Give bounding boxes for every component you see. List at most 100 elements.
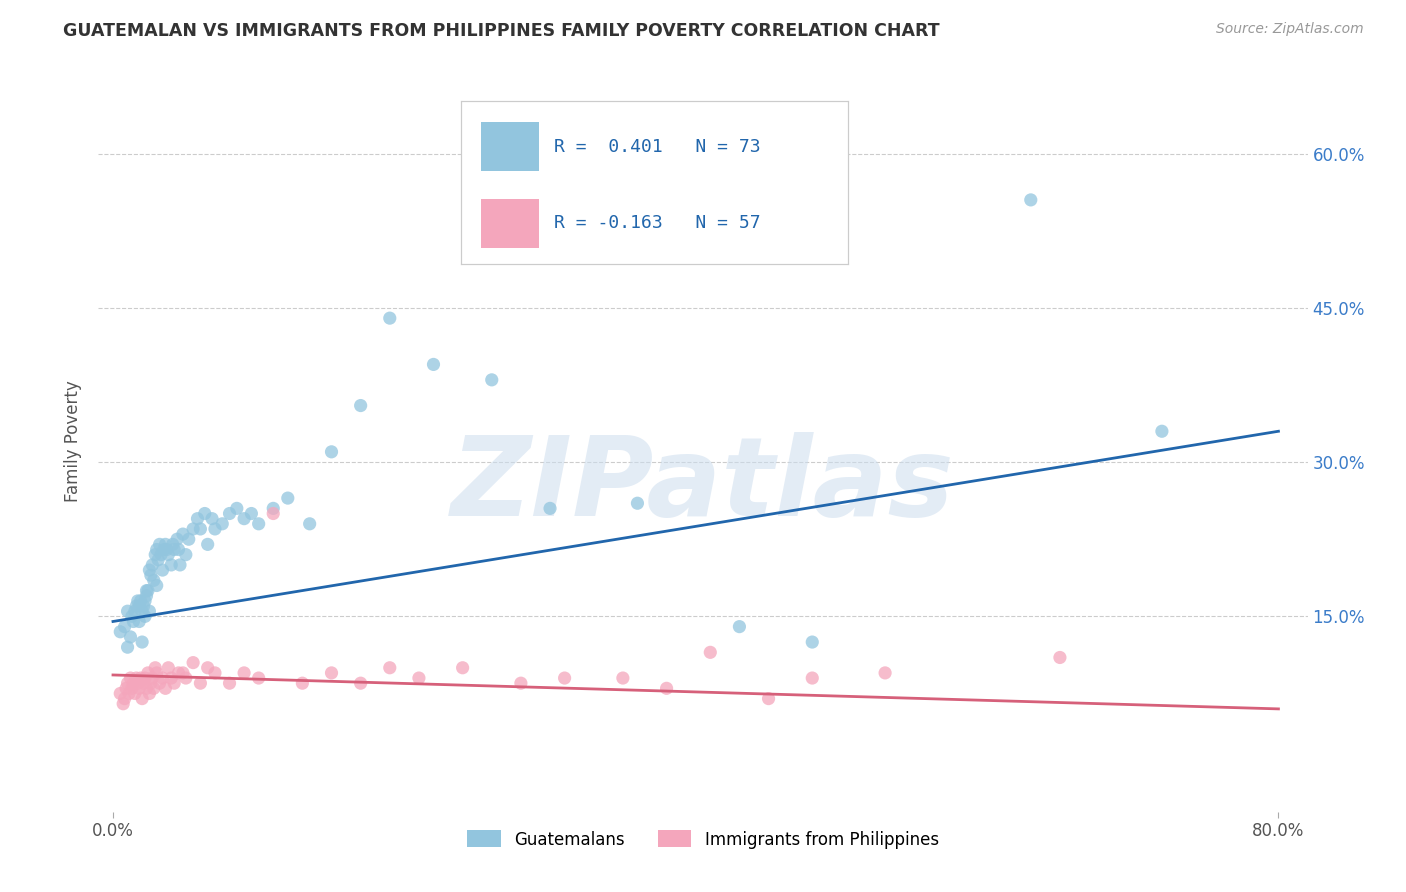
Point [128, 599, 150, 613]
Point [138, 604, 160, 618]
Point [157, 548, 180, 562]
Point [122, 676, 145, 690]
Point [127, 676, 149, 690]
Point [350, 676, 373, 690]
Point [131, 691, 153, 706]
Point [509, 676, 531, 690]
Point [121, 681, 143, 696]
Point [142, 574, 165, 588]
Point [699, 645, 721, 659]
Point [134, 594, 156, 608]
Point [152, 671, 174, 685]
Point [135, 583, 157, 598]
Point [218, 676, 240, 690]
Point [240, 507, 263, 521]
Point [114, 620, 136, 634]
Y-axis label: Family Poverty: Family Poverty [65, 381, 83, 502]
Point [143, 661, 166, 675]
Point [201, 511, 224, 525]
Point [626, 496, 648, 510]
Point [174, 548, 197, 562]
Point [136, 583, 159, 598]
Point [163, 676, 186, 690]
Point [135, 681, 157, 696]
Point [277, 491, 299, 505]
Point [124, 604, 146, 618]
Point [262, 501, 284, 516]
Point [655, 681, 678, 696]
Point [117, 676, 139, 690]
Point [190, 676, 212, 690]
Point [197, 661, 219, 675]
Point [117, 604, 139, 618]
Point [186, 511, 208, 525]
Point [204, 665, 226, 680]
Point [128, 681, 150, 696]
Point [156, 542, 179, 557]
Point [204, 522, 226, 536]
Point [136, 665, 159, 680]
Point [169, 558, 191, 572]
Text: Source: ZipAtlas.com: Source: ZipAtlas.com [1216, 22, 1364, 37]
Point [801, 635, 824, 649]
Point [131, 604, 153, 618]
Point [321, 665, 343, 680]
Point [145, 665, 167, 680]
Point [177, 533, 200, 547]
Legend: Guatemalans, Immigrants from Philippines: Guatemalans, Immigrants from Philippines [461, 823, 945, 855]
Point [378, 661, 401, 675]
Point [125, 671, 148, 685]
Point [233, 665, 256, 680]
Point [875, 665, 897, 680]
Point [142, 681, 165, 696]
Point [247, 671, 270, 685]
Point [197, 537, 219, 551]
Point [149, 537, 172, 551]
Point [408, 671, 430, 685]
Point [728, 620, 751, 634]
Point [138, 563, 160, 577]
Point [129, 671, 152, 685]
Point [141, 671, 163, 685]
Point [451, 661, 474, 675]
Point [167, 665, 190, 680]
Point [143, 548, 166, 562]
Point [139, 568, 162, 582]
Point [114, 691, 136, 706]
Point [167, 542, 190, 557]
Point [172, 527, 194, 541]
Point [121, 609, 143, 624]
Point [145, 578, 167, 592]
Point [160, 671, 183, 685]
Point [218, 507, 240, 521]
Point [481, 373, 503, 387]
Point [120, 671, 142, 685]
Text: GUATEMALAN VS IMMIGRANTS FROM PHILIPPINES FAMILY POVERTY CORRELATION CHART: GUATEMALAN VS IMMIGRANTS FROM PHILIPPINE… [63, 22, 939, 40]
Point [321, 445, 343, 459]
Point [125, 599, 148, 613]
Point [132, 599, 155, 613]
Point [150, 548, 173, 562]
Point [132, 676, 155, 690]
Point [157, 661, 180, 675]
Point [120, 630, 142, 644]
Point [115, 681, 138, 696]
Point [554, 671, 576, 685]
Point [194, 507, 217, 521]
Point [118, 686, 141, 700]
Point [146, 553, 169, 567]
Point [145, 542, 167, 557]
Point [1150, 424, 1173, 438]
Point [163, 542, 186, 557]
Point [155, 681, 177, 696]
Point [138, 686, 160, 700]
Point [291, 676, 314, 690]
Point [181, 522, 204, 536]
Point [124, 686, 146, 700]
Point [131, 635, 153, 649]
Point [225, 501, 247, 516]
Point [135, 589, 157, 603]
Point [1019, 193, 1042, 207]
Point [190, 522, 212, 536]
Text: ZIPatlas: ZIPatlas [451, 433, 955, 540]
